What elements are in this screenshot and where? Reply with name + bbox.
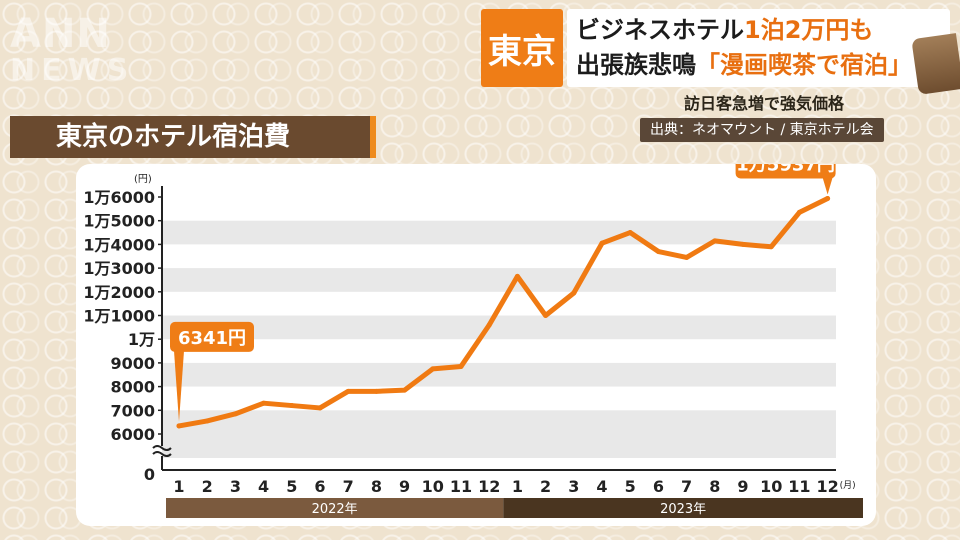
year-bar xyxy=(503,498,863,518)
chart-title: 東京のホテル宿泊費 xyxy=(10,116,376,158)
y-tick-label-zero: 0 xyxy=(144,465,155,484)
y-tick-label: 9000 xyxy=(110,354,155,373)
x-tick-label: 6 xyxy=(314,477,325,496)
x-tick-label: 5 xyxy=(625,477,636,496)
data-point xyxy=(458,363,464,369)
headline-banner: 東京 ビジネスホテル1泊2万円も 出張族悲鳴「漫画喫茶で宿泊」 xyxy=(481,9,950,87)
grid-band xyxy=(162,410,836,434)
data-point xyxy=(627,230,633,236)
headline-line-1-main: ビジネスホテル xyxy=(576,16,744,44)
grid-band xyxy=(162,220,836,245)
data-point xyxy=(514,273,520,279)
grid-band xyxy=(162,315,836,340)
data-point xyxy=(740,241,746,247)
decorative-stripe xyxy=(911,33,960,95)
headline-line-2-main: 出張族悲鳴 xyxy=(576,51,696,79)
data-point xyxy=(599,240,605,246)
y-tick-label: 1万 xyxy=(128,330,155,349)
year-bar xyxy=(166,498,504,518)
headline-line-2: 出張族悲鳴「漫画喫茶で宿泊」 xyxy=(576,48,950,83)
x-tick-label: 11 xyxy=(788,477,810,496)
x-tick-label: 2 xyxy=(202,477,213,496)
headline-line-2-highlight: 「漫画喫茶で宿泊」 xyxy=(696,51,912,79)
y-tick-label: 1万2000 xyxy=(83,283,155,302)
data-point xyxy=(317,405,323,411)
x-unit-label: (月) xyxy=(840,480,856,491)
y-tick-label: 1万5000 xyxy=(83,212,155,231)
data-point xyxy=(684,254,690,260)
x-tick-label: 6 xyxy=(653,477,664,496)
grid-band xyxy=(162,434,836,458)
data-point xyxy=(176,423,182,429)
source-credit: 出典：ネオマウント / 東京ホテル会 xyxy=(640,118,884,142)
y-unit-label: (円) xyxy=(134,174,152,185)
y-tick-label: 1万1000 xyxy=(83,307,155,326)
x-tick-label: 12 xyxy=(816,477,838,496)
series-line xyxy=(176,195,831,429)
x-tick-label: 12 xyxy=(478,477,500,496)
watermark-line2: NEWS xyxy=(10,53,135,88)
x-tick-label: 10 xyxy=(760,477,782,496)
data-point xyxy=(373,388,379,394)
y-tick-label: 1万4000 xyxy=(83,235,155,254)
x-tick-label: 3 xyxy=(230,477,241,496)
year-label: 2022年 xyxy=(312,502,358,517)
x-tick-label: 4 xyxy=(596,477,607,496)
x-tick-label: 7 xyxy=(343,477,354,496)
x-tick-label: 9 xyxy=(399,477,410,496)
callout-label: 6341円 xyxy=(178,328,246,349)
x-tick-label: 5 xyxy=(286,477,297,496)
callout-box xyxy=(170,321,254,352)
callout-pointer xyxy=(174,350,184,422)
x-tick-label: 3 xyxy=(568,477,579,496)
region-tag: 東京 xyxy=(481,9,563,87)
year-label: 2023年 xyxy=(660,502,706,517)
y-tick-label: 7000 xyxy=(110,401,155,420)
broadcaster-watermark: ANN NEWS xyxy=(10,14,134,86)
callout-label: 1万5937円 xyxy=(736,164,835,175)
axis-break-mark xyxy=(152,445,172,457)
data-point xyxy=(543,313,549,318)
data-point xyxy=(345,388,351,394)
data-point xyxy=(825,195,831,201)
y-tick-label: 1万3000 xyxy=(83,259,155,278)
x-tick-label: 4 xyxy=(258,477,269,496)
data-point xyxy=(204,418,210,424)
grid-band xyxy=(162,268,836,292)
data-point xyxy=(712,238,718,244)
callout-pointer xyxy=(822,177,833,195)
data-point xyxy=(486,322,492,328)
x-tick-label: 1 xyxy=(512,477,523,496)
data-point xyxy=(232,411,238,417)
y-tick-label: 8000 xyxy=(110,378,155,397)
grid-band xyxy=(162,362,836,387)
data-point xyxy=(571,290,577,296)
x-tick-label: 8 xyxy=(709,477,720,496)
x-tick-label: 10 xyxy=(422,477,444,496)
x-tick-label: 11 xyxy=(450,477,472,496)
watermark-line1: ANN xyxy=(10,11,111,57)
y-tick-label: 6000 xyxy=(110,425,155,444)
line-chart: (円) 6000 7000 8000 9000 1万 1万1000 1万2000 1万3000 1… xyxy=(83,164,863,518)
data-point xyxy=(289,403,295,409)
data-point xyxy=(402,387,408,393)
x-tick-label: 2 xyxy=(540,477,551,496)
headline-box: ビジネスホテル1泊2万円も 出張族悲鳴「漫画喫茶で宿泊」 xyxy=(567,9,950,87)
x-tick-label: 7 xyxy=(681,477,692,496)
x-tick-label: 8 xyxy=(371,477,382,496)
chart-panel: (円) 6000 7000 8000 9000 1万 1万1000 1万2000 1万3000 1… xyxy=(76,164,876,526)
data-point xyxy=(768,244,774,250)
subheadline: 訪日客急増で強気価格 xyxy=(684,94,845,113)
headline-line-1: ビジネスホテル1泊2万円も xyxy=(576,13,950,48)
callout-box xyxy=(735,164,836,179)
data-point xyxy=(261,400,267,406)
data-point xyxy=(655,249,661,255)
headline-line-1-highlight: 1泊2万円も xyxy=(744,16,874,44)
data-point xyxy=(796,209,802,215)
x-tick-label: 9 xyxy=(737,477,748,496)
data-point xyxy=(430,366,436,372)
y-tick-label: 1万6000 xyxy=(83,188,155,207)
x-tick-label: 1 xyxy=(173,477,184,496)
